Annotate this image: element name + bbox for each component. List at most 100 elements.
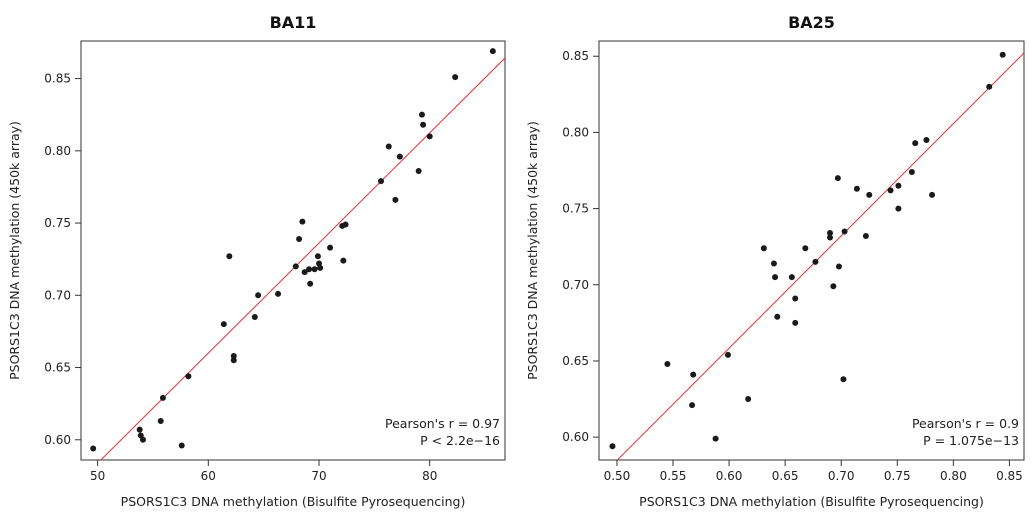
data-point bbox=[452, 74, 459, 81]
data-point bbox=[908, 169, 915, 176]
data-point bbox=[90, 445, 97, 452]
data-point bbox=[307, 280, 314, 287]
data-point bbox=[396, 153, 403, 160]
x-tick-label: 0.65 bbox=[772, 469, 799, 483]
data-point bbox=[827, 229, 834, 236]
plot-frame bbox=[80, 40, 506, 461]
data-point bbox=[378, 178, 385, 185]
data-point bbox=[712, 435, 719, 442]
data-point bbox=[418, 111, 425, 118]
y-tick-label: 0.70 bbox=[44, 288, 71, 302]
data-point bbox=[230, 357, 237, 364]
x-tick-label: 0.80 bbox=[940, 469, 967, 483]
y-tick-label: 0.85 bbox=[562, 49, 589, 63]
data-point bbox=[834, 175, 841, 182]
data-point bbox=[226, 253, 233, 260]
data-point bbox=[157, 417, 164, 424]
data-point bbox=[296, 235, 303, 242]
data-point bbox=[415, 168, 422, 175]
y-axis-label: PSORS1C3 DNA methylation (450k array) bbox=[7, 121, 22, 380]
data-point bbox=[986, 83, 993, 90]
data-point bbox=[690, 371, 697, 378]
data-point bbox=[342, 221, 349, 228]
data-point bbox=[724, 351, 731, 358]
x-tick-label: 0.55 bbox=[660, 469, 687, 483]
data-point bbox=[853, 185, 860, 192]
x-tick-label: 60 bbox=[201, 469, 216, 483]
data-point bbox=[745, 396, 752, 403]
y-tick-label: 0.60 bbox=[44, 433, 71, 447]
data-point bbox=[609, 443, 616, 450]
y-tick-label: 0.85 bbox=[44, 72, 71, 86]
data-point bbox=[255, 292, 262, 299]
data-point bbox=[306, 266, 313, 273]
data-point bbox=[792, 295, 799, 302]
data-point bbox=[802, 245, 809, 252]
y-axis-label: PSORS1C3 DNA methylation (450k array) bbox=[525, 121, 540, 380]
y-tick-label: 0.80 bbox=[562, 125, 589, 139]
x-tick-label: 0.60 bbox=[716, 469, 743, 483]
x-axis-label: PSORS1C3 DNA methylation (Bisulfite Pyro… bbox=[121, 494, 466, 509]
data-point bbox=[299, 218, 306, 225]
data-point bbox=[929, 191, 936, 198]
data-point bbox=[912, 140, 919, 147]
stat-annotation: P < 2.2e−16 bbox=[420, 433, 500, 448]
data-point bbox=[788, 274, 795, 281]
data-point bbox=[770, 260, 777, 267]
data-point bbox=[841, 228, 848, 235]
data-point bbox=[489, 48, 496, 55]
data-point bbox=[420, 121, 427, 128]
data-point bbox=[314, 253, 321, 260]
chart-0: BA11 50 60 70 80 0.60 0.65 0.70 0.75 0.80 0.85 PSOR… bbox=[7, 13, 506, 509]
data-point bbox=[251, 313, 258, 320]
data-point bbox=[392, 196, 399, 203]
data-point bbox=[159, 394, 166, 401]
data-point bbox=[317, 264, 324, 271]
x-tick-label: 0.85 bbox=[996, 469, 1023, 483]
data-point bbox=[774, 313, 781, 320]
data-point bbox=[426, 133, 433, 140]
y-tick-label: 0.60 bbox=[562, 430, 589, 444]
stat-annotation: P = 1.075e−13 bbox=[923, 433, 1019, 448]
data-point bbox=[220, 321, 227, 328]
data-point bbox=[812, 258, 819, 265]
regression-line bbox=[100, 57, 505, 460]
data-point bbox=[862, 233, 869, 240]
chart-title: BA11 bbox=[270, 13, 317, 32]
data-point bbox=[792, 319, 799, 326]
data-point bbox=[292, 263, 299, 270]
data-point bbox=[923, 137, 930, 144]
data-point bbox=[772, 274, 779, 281]
y-tick-label: 0.70 bbox=[562, 278, 589, 292]
data-point bbox=[327, 244, 334, 251]
x-tick-label: 0.75 bbox=[884, 469, 911, 483]
data-point bbox=[139, 436, 146, 443]
x-tick-label: 50 bbox=[90, 469, 105, 483]
data-point bbox=[230, 352, 237, 359]
data-point bbox=[340, 257, 347, 264]
data-point bbox=[840, 376, 847, 383]
data-point bbox=[760, 245, 767, 252]
data-point bbox=[301, 269, 308, 276]
y-tick-label: 0.75 bbox=[44, 216, 71, 230]
x-tick-label: 0.70 bbox=[828, 469, 855, 483]
y-tick-label: 0.65 bbox=[44, 361, 71, 375]
data-point bbox=[275, 290, 282, 297]
chart-title: BA25 bbox=[788, 13, 835, 32]
y-tick-label: 0.75 bbox=[562, 202, 589, 216]
data-point bbox=[887, 187, 894, 194]
data-point bbox=[895, 205, 902, 212]
y-tick-label: 0.65 bbox=[562, 354, 589, 368]
data-point bbox=[866, 191, 873, 198]
data-point bbox=[895, 182, 902, 189]
x-tick-label: 80 bbox=[422, 469, 437, 483]
data-point bbox=[178, 442, 185, 449]
data-point bbox=[185, 373, 192, 380]
data-point bbox=[385, 143, 392, 150]
stat-annotation: Pearson's r = 0.97 bbox=[385, 416, 500, 431]
x-axis-label: PSORS1C3 DNA methylation (Bisulfite Pyro… bbox=[639, 494, 984, 509]
plot-frame bbox=[598, 40, 1025, 461]
data-point bbox=[830, 283, 837, 290]
